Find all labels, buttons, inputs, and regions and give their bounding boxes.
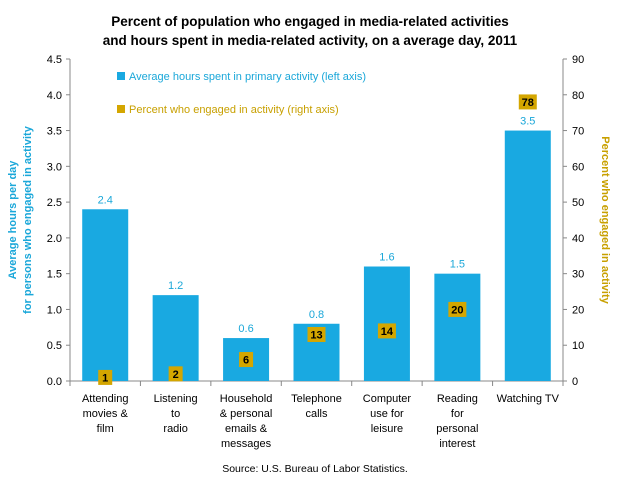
category-label: Reading [437, 393, 478, 405]
category-label: Household [220, 393, 273, 405]
category-label: radio [163, 423, 187, 435]
percent-value-label: 78 [522, 97, 534, 109]
axes: 0.0 0 0.5 10 1.0 20 1.5 30 2.0 40 2.5 50 3.0 60 3.5 70 4… [47, 54, 585, 388]
category-label: & personal [220, 408, 273, 420]
bar-hours [504, 130, 551, 381]
category-label: movies & [83, 408, 129, 420]
bar-hours [434, 273, 481, 381]
chart-title-line-1: Percent of population who engaged in med… [111, 14, 509, 29]
right-tick-label: 10 [572, 340, 584, 352]
source-note: Source: U.S. Bureau of Labor Statistics. [222, 463, 408, 475]
legend-swatch-percent [117, 105, 125, 113]
category-label: Computer [363, 393, 412, 405]
category-label: emails & [225, 423, 268, 435]
category-label: Telephone [291, 393, 342, 405]
category-label: use for [370, 408, 404, 420]
right-tick-label: 30 [572, 269, 584, 281]
left-tick-label: 0.0 [47, 376, 62, 388]
bar-value-label: 3.5 [520, 116, 535, 128]
bar-value-label: 0.6 [238, 323, 253, 335]
category-label: to [171, 408, 180, 420]
bars [82, 130, 551, 381]
percent-value-label: 6 [243, 355, 249, 367]
category-labels: Attending movies & film Listening to radio Hou… [82, 393, 560, 450]
right-tick-label: 80 [572, 90, 584, 102]
percent-marker [518, 94, 537, 110]
category-label: Watching TV [497, 393, 560, 405]
category-label: interest [439, 438, 475, 450]
bar-value-label: 0.8 [309, 309, 324, 321]
percent-value-label: 1 [102, 372, 108, 384]
category-label: leisure [371, 423, 403, 435]
category-label: personal [436, 423, 478, 435]
left-tick-label: 3.0 [47, 161, 62, 173]
percent-value-label: 14 [381, 326, 394, 338]
left-axis-label-line-1: Average hours per day [7, 160, 19, 280]
percent-marker [168, 366, 183, 382]
bar-value-label: 1.6 [379, 252, 394, 264]
percent-marker [448, 301, 467, 317]
left-tick-label: 4.5 [47, 54, 62, 66]
legend-label-hours: Average hours spent in primary activity … [129, 71, 366, 83]
right-tick-label: 60 [572, 161, 584, 173]
percent-marker [239, 352, 254, 368]
percent-value-label: 20 [451, 304, 463, 316]
bar-value-label: 1.2 [168, 280, 183, 292]
bar-value-label: 1.5 [450, 259, 465, 271]
data-labels: 2.4 1 1.2 2 0.6 6 0.8 13 1.6 14 1.5 20 3.5 78 [98, 94, 537, 385]
left-tick-label: 1.0 [47, 304, 62, 316]
percent-value-label: 13 [310, 329, 322, 341]
percent-marker [98, 369, 113, 385]
percent-marker [307, 326, 326, 342]
right-axis-label: Percent who engaged in activity [599, 136, 611, 304]
category-label: messages [221, 438, 272, 450]
percent-marker [377, 323, 396, 339]
right-tick-label: 20 [572, 304, 584, 316]
left-tick-label: 2.0 [47, 233, 62, 245]
chart-title-line-2: and hours spent in media-related activit… [103, 33, 518, 48]
left-tick-label: 0.5 [47, 340, 62, 352]
left-tick-label: 1.5 [47, 269, 62, 281]
bar-value-label: 2.4 [98, 194, 113, 206]
left-tick-label: 2.5 [47, 197, 62, 209]
right-tick-label: 90 [572, 54, 584, 66]
legend-label-percent: Percent who engaged in activity (right a… [129, 104, 339, 116]
category-label: for [451, 408, 464, 420]
left-tick-label: 3.5 [47, 126, 62, 138]
bar-hours [82, 209, 129, 381]
category-label: calls [305, 408, 328, 420]
left-axis-label-line-2: for persons who engaged in activity [22, 125, 34, 314]
left-tick-label: 4.0 [47, 90, 62, 102]
category-label: Attending [82, 393, 128, 405]
right-tick-label: 70 [572, 126, 584, 138]
legend-swatch-hours [117, 72, 125, 80]
percent-value-label: 2 [173, 369, 179, 381]
legend: Average hours spent in primary activity … [117, 71, 366, 116]
right-tick-label: 0 [572, 376, 578, 388]
category-label: film [97, 423, 114, 435]
category-label: Listening [154, 393, 198, 405]
right-tick-label: 40 [572, 233, 584, 245]
right-tick-label: 50 [572, 197, 584, 209]
